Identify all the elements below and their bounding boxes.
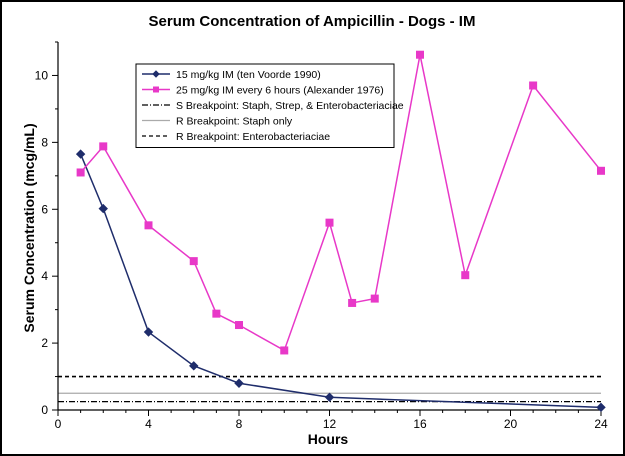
y-tick-label: 2	[41, 336, 48, 350]
x-tick-label: 20	[504, 417, 518, 431]
series-0-point	[234, 378, 244, 388]
series-0-point	[596, 402, 606, 413]
legend-ref-0-label: S Breakpoint: Staph, Strep, & Enterobact…	[176, 100, 404, 112]
series-1-point	[597, 166, 605, 175]
series-1-point	[416, 50, 424, 59]
legend: 15 mg/kg IM (ten Voorde 1990) 25 mg/kg IM…	[135, 63, 404, 148]
series-0-point	[98, 203, 108, 214]
x-axis-label: Hours	[308, 431, 349, 447]
series-1-point	[144, 221, 153, 230]
x-tick-label: 16	[413, 417, 427, 431]
series-1-point	[212, 309, 221, 318]
series-1-point	[189, 257, 198, 266]
legend-ref-2-label: R Breakpoint: Enterobacteriaciae	[176, 131, 330, 143]
series-0-point	[324, 392, 335, 402]
series-1-point	[76, 168, 85, 177]
y-tick-label: 6	[41, 202, 48, 216]
x-tick-label: 4	[145, 417, 152, 431]
series-1-point	[280, 346, 289, 355]
series-0-line	[79, 153, 602, 409]
legend-box	[135, 63, 395, 148]
series-1-point	[235, 321, 243, 330]
legend-series-1-label: 25 mg/kg IM every 6 hours (Alexander 197…	[176, 85, 384, 97]
legend-series-1-marker	[153, 86, 159, 93]
chart-title: Serum Concentration of Ampicillin - Dogs…	[149, 13, 476, 30]
series-0-point	[143, 327, 154, 337]
y-tick-label: 4	[41, 269, 48, 283]
series-1-point	[99, 142, 108, 151]
x-tick-label: 8	[236, 417, 243, 431]
series-0-point	[75, 149, 86, 159]
series-1-point	[370, 294, 379, 303]
y-axis-label: Serum Concentration (mcg/mL)	[21, 123, 37, 332]
legend-ref-1-label: R Breakpoint: Staph only	[176, 116, 293, 128]
x-tick-label: 24	[594, 417, 608, 431]
y-tick-label: 0	[41, 403, 48, 417]
series-1-point	[325, 218, 334, 227]
x-tick-label: 0	[55, 417, 62, 431]
series-1-point	[348, 298, 357, 307]
series-1-point	[529, 81, 538, 90]
legend-series-0-label: 15 mg/kg IM (ten Voorde 1990)	[176, 69, 321, 81]
legend-series-0-marker	[152, 70, 160, 78]
x-tick-label: 12	[323, 417, 337, 431]
series-0-point	[189, 361, 199, 371]
series-1-point	[461, 271, 470, 280]
y-tick-label: 10	[35, 68, 49, 82]
y-tick-label: 8	[41, 135, 48, 149]
series-1-line	[80, 54, 602, 352]
